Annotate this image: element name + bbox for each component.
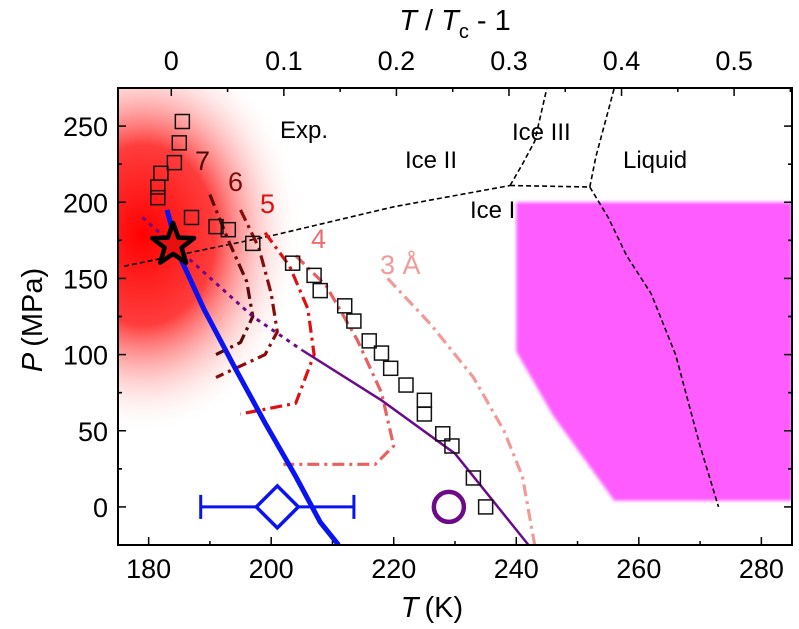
exp-square-marker	[171, 135, 188, 151]
exp-square-marker	[373, 345, 390, 361]
exp-square-marker	[150, 189, 166, 206]
phase-boundary-ice1-ice2	[123, 184, 511, 267]
contour-label-5: 5	[260, 189, 275, 219]
x-tick-label: 280	[739, 554, 784, 584]
critical-point-star	[149, 220, 197, 265]
exp-square-marker	[382, 360, 399, 377]
critical-region-glow	[118, 88, 304, 435]
top-tick-label: 0.2	[378, 46, 416, 76]
annotation-liquid: Liquid	[623, 147, 687, 174]
exp-square-marker	[346, 313, 362, 329]
top-tick-label: 0.5	[715, 46, 753, 76]
x-tick-label: 260	[616, 554, 661, 584]
exp-square-marker	[245, 235, 261, 252]
x-tick-label: 220	[371, 554, 416, 584]
contour-line-3	[283, 254, 396, 466]
y-tick-label: 100	[63, 341, 108, 371]
annotation-ice-iii: Ice III	[512, 119, 571, 146]
exp-squares	[150, 113, 494, 515]
exp-square-marker	[416, 406, 433, 422]
top-tick-label: 0.1	[265, 46, 303, 76]
contour-line-4	[386, 277, 537, 545]
top-tick-label: 0	[164, 46, 179, 76]
x-tick-label: 200	[249, 554, 294, 584]
exp-square-marker	[284, 255, 301, 271]
phase-boundary-ice3-ice1	[510, 184, 590, 188]
phase-boundary-ice3-liquid	[589, 88, 616, 188]
y-tick-label: 250	[63, 112, 108, 142]
exp-square-marker	[183, 209, 200, 226]
y-axis-title: P(MPa)	[17, 268, 49, 372]
contour-label-3: 3 Å	[380, 249, 421, 280]
annotation-ice-i: Ice I	[470, 197, 515, 224]
contour-label-4: 4	[311, 224, 326, 254]
purple-solid-line	[301, 348, 530, 545]
contour-label-7: 7	[195, 146, 210, 176]
contour-label-6: 6	[228, 167, 243, 197]
exp-square-marker	[336, 298, 353, 314]
markers	[149, 220, 467, 531]
magenta-region	[516, 202, 792, 501]
purple-circle-marker	[431, 489, 467, 525]
top-axis-title: T / Tc - 1	[399, 5, 511, 43]
exp-square-marker	[306, 267, 322, 284]
top-tick-label: 0.4	[603, 46, 641, 76]
x-axis-title: T (K)	[401, 592, 463, 624]
y-tick-label: 50	[78, 417, 108, 447]
exp-square-marker	[361, 333, 377, 349]
exp-square-marker	[465, 470, 482, 486]
blue-diamond-marker	[253, 483, 301, 531]
exp-square-marker	[312, 282, 328, 299]
phase-boundary-ice1-liquid	[589, 186, 720, 508]
exp-square-marker	[477, 499, 494, 515]
y-tick-label: 200	[63, 188, 108, 218]
phase-boundary-ice2-ice3	[509, 88, 548, 186]
exp-square-marker	[166, 154, 183, 171]
exp-square-marker	[208, 218, 224, 235]
y-tick-label: 0	[93, 493, 108, 523]
exp-square-marker	[444, 438, 460, 454]
exp-square-marker	[174, 113, 191, 130]
contour-line-1	[215, 209, 279, 379]
exp-square-marker	[150, 179, 166, 195]
phase-boundaries	[123, 88, 720, 508]
axis-ticks: 180 200 220 240 260 280 0 50 100 150 200 250 0 0.1 0.2…	[63, 46, 792, 584]
x-tick-label: 240	[494, 554, 539, 584]
exp-square-marker	[434, 426, 451, 442]
annotation-ice-ii: Ice II	[405, 147, 457, 174]
exp-square-marker	[220, 221, 237, 238]
blue-line	[164, 209, 341, 545]
exp-square-marker	[416, 392, 433, 409]
annotation-exp: Exp.	[280, 117, 328, 144]
plot-area	[118, 88, 792, 545]
exp-square-marker	[398, 377, 414, 393]
y-tick-label: 150	[63, 264, 108, 294]
top-tick-label: 0.3	[490, 46, 528, 76]
x-tick-label: 180	[126, 554, 171, 584]
